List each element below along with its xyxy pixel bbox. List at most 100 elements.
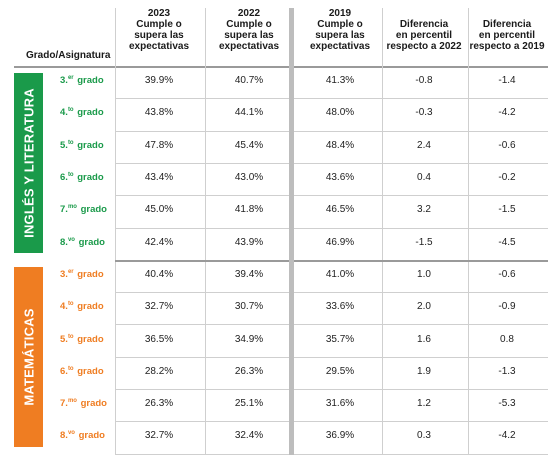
grade-number: 5. bbox=[60, 139, 68, 151]
column-year: 2022 bbox=[237, 8, 261, 19]
table-cell: 41.3% bbox=[325, 75, 355, 87]
grade-number: 8. bbox=[60, 236, 68, 248]
table-cell: 40.4% bbox=[144, 268, 174, 280]
table-cell: 0.8 bbox=[500, 333, 514, 345]
table-cell: 1.2 bbox=[417, 398, 431, 410]
grade-word: grado bbox=[77, 139, 104, 151]
grade-word: grado bbox=[78, 236, 105, 248]
column-header: 2022 Cumple o supera las expectativas bbox=[199, 8, 299, 52]
grade-label: 4.to grado bbox=[60, 301, 104, 312]
grade-ordinal: vo bbox=[67, 236, 75, 243]
table-cell: 1.9 bbox=[417, 365, 431, 377]
grado-asignatura-header: Grado/Asignatura bbox=[26, 50, 111, 61]
table-cell: 35.7% bbox=[325, 333, 355, 345]
grade-label: 8.vo grado bbox=[60, 237, 105, 248]
grade-number: 5. bbox=[60, 333, 68, 345]
grade-label: 5.to grado bbox=[60, 140, 104, 151]
grade-word: grado bbox=[77, 268, 104, 280]
table-cell: -1.4 bbox=[498, 75, 516, 87]
grade-label: 4.to grado bbox=[60, 107, 104, 118]
grade-ordinal: mo bbox=[67, 204, 77, 211]
table-cell: 43.8% bbox=[144, 107, 174, 119]
grade-number: 7. bbox=[60, 204, 68, 216]
row-rule bbox=[115, 98, 548, 99]
grade-number: 7. bbox=[60, 398, 68, 410]
table-cell: -1.5 bbox=[415, 236, 433, 248]
subject-label: INGLÉS Y LITERATURA bbox=[21, 88, 36, 238]
grade-word: grado bbox=[77, 333, 104, 345]
table-cell: 2.0 bbox=[417, 301, 431, 313]
table-cell: 41.0% bbox=[325, 268, 355, 280]
subject-band: INGLÉS Y LITERATURA bbox=[14, 73, 43, 253]
row-rule bbox=[115, 357, 548, 358]
column-header-line: expectativas bbox=[309, 41, 371, 52]
table-cell: 33.6% bbox=[325, 301, 355, 313]
table-cell: -0.3 bbox=[415, 107, 433, 119]
column-header-line: en percentil bbox=[395, 30, 453, 41]
grade-word: grado bbox=[80, 398, 107, 410]
grade-label: 6.to grado bbox=[60, 172, 104, 183]
table-cell: -0.6 bbox=[498, 268, 516, 280]
table-cell: 25.1% bbox=[234, 398, 264, 410]
grade-word: grado bbox=[77, 107, 104, 119]
grade-word: grado bbox=[77, 365, 104, 377]
row-rule bbox=[115, 228, 548, 229]
grade-ordinal: to bbox=[67, 107, 74, 114]
column-header-line: expectativas bbox=[218, 41, 280, 52]
row-rule bbox=[115, 131, 548, 132]
table-cell: 45.4% bbox=[234, 139, 264, 151]
grid-column-line bbox=[115, 8, 116, 454]
column-header: Diferencia en percentil respecto a 2022 bbox=[374, 19, 474, 52]
column-header-line: Cumple o bbox=[136, 19, 182, 30]
grade-label: 8.vo grado bbox=[60, 430, 105, 441]
table-cell: -0.8 bbox=[415, 75, 433, 87]
grade-number: 4. bbox=[60, 301, 68, 313]
table-cell: 39.4% bbox=[234, 268, 264, 280]
row-rule bbox=[115, 195, 548, 196]
table-cell: 26.3% bbox=[144, 398, 174, 410]
table-cell: 47.8% bbox=[144, 139, 174, 151]
table-cell: -4.2 bbox=[498, 430, 516, 442]
table-cell: 43.6% bbox=[325, 172, 355, 184]
row-rule bbox=[115, 421, 548, 422]
column-header-line: supera las bbox=[134, 30, 184, 41]
table-cell: 0.3 bbox=[417, 430, 431, 442]
row-rule bbox=[115, 163, 548, 164]
table-cell: 36.9% bbox=[325, 430, 355, 442]
table-cell: 42.4% bbox=[144, 236, 174, 248]
grade-ordinal: to bbox=[67, 365, 74, 372]
grid-column-line bbox=[468, 8, 469, 454]
grade-number: 3. bbox=[60, 75, 68, 87]
column-year: 2023 bbox=[147, 8, 171, 19]
column-header-line: respecto a 2022 bbox=[386, 41, 462, 52]
grade-ordinal: to bbox=[67, 139, 74, 146]
table-cell: 43.0% bbox=[234, 172, 264, 184]
column-header-line: en percentil bbox=[478, 30, 536, 41]
table-cell: 48.4% bbox=[325, 139, 355, 151]
subject-label: MATEMÁTICAS bbox=[21, 308, 36, 406]
table-cell: 32.4% bbox=[234, 430, 264, 442]
column-header: Diferencia en percentil respecto a 2019 bbox=[457, 19, 557, 52]
grade-ordinal: vo bbox=[67, 430, 75, 437]
column-header-line: supera las bbox=[224, 30, 274, 41]
grade-word: grado bbox=[78, 430, 105, 442]
grade-ordinal: er bbox=[67, 75, 74, 82]
table-cell: -0.6 bbox=[498, 139, 516, 151]
grid-column-line bbox=[382, 8, 383, 454]
row-rule bbox=[115, 454, 548, 455]
grade-word: grado bbox=[77, 75, 104, 87]
table-cell: -0.9 bbox=[498, 301, 516, 313]
table-cell: 30.7% bbox=[234, 301, 264, 313]
subject-band: MATEMÁTICAS bbox=[14, 266, 43, 447]
table-cell: 39.9% bbox=[144, 75, 174, 87]
table-cell: 2.4 bbox=[417, 139, 431, 151]
table-cell: 43.4% bbox=[144, 172, 174, 184]
grade-label: 3.er grado bbox=[60, 269, 104, 280]
grade-word: grado bbox=[80, 204, 107, 216]
column-header-line: Cumple o bbox=[317, 19, 363, 30]
row-rule bbox=[115, 260, 548, 262]
table-cell: 36.5% bbox=[144, 333, 174, 345]
column-header: 2019 Cumple o supera las expectativas bbox=[290, 8, 390, 52]
table-cell: -1.5 bbox=[498, 204, 516, 216]
